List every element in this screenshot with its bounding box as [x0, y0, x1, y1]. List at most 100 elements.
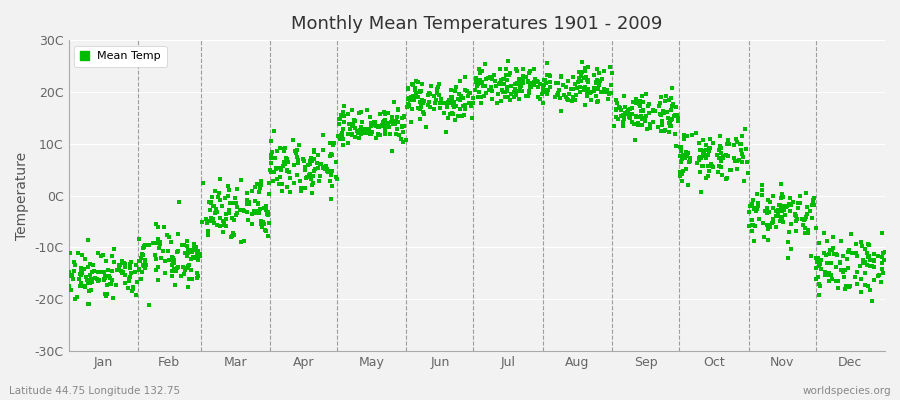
- Point: [216, 218, 230, 224]
- Point: [273, 174, 287, 180]
- Point: [191, 248, 205, 254]
- Point: [457, 106, 472, 112]
- Point: [762, 198, 777, 205]
- Point: [136, 245, 150, 251]
- Point: [485, 96, 500, 102]
- Point: [167, 282, 182, 288]
- Point: [764, 220, 778, 226]
- Point: [703, 145, 717, 152]
- Point: [298, 165, 312, 171]
- Point: [448, 84, 463, 90]
- Point: [193, 251, 207, 258]
- Point: [414, 88, 428, 94]
- Point: [801, 230, 815, 236]
- Point: [129, 262, 143, 268]
- Point: [612, 105, 626, 112]
- Point: [836, 269, 850, 276]
- Point: [103, 275, 117, 281]
- Point: [762, 224, 777, 230]
- Point: [728, 158, 742, 164]
- Point: [321, 168, 336, 175]
- Point: [472, 88, 487, 95]
- Point: [445, 98, 459, 104]
- Point: [413, 88, 428, 94]
- Point: [245, 220, 259, 227]
- Point: [554, 74, 569, 80]
- Point: [123, 259, 138, 265]
- Point: [311, 152, 326, 158]
- Point: [522, 88, 536, 94]
- Point: [562, 91, 576, 97]
- Point: [368, 122, 382, 128]
- Point: [126, 284, 140, 291]
- Point: [150, 236, 165, 242]
- Point: [694, 147, 708, 153]
- Point: [115, 258, 130, 264]
- Point: [609, 100, 624, 106]
- Point: [531, 93, 545, 100]
- Point: [129, 292, 143, 298]
- Point: [77, 256, 92, 262]
- Point: [254, 178, 268, 184]
- Point: [662, 119, 677, 125]
- Point: [813, 261, 827, 267]
- Point: [378, 116, 392, 123]
- Point: [401, 100, 416, 107]
- Point: [276, 146, 291, 153]
- Point: [279, 167, 293, 174]
- Point: [166, 266, 181, 272]
- Point: [199, 216, 213, 222]
- Point: [674, 148, 688, 154]
- Point: [462, 100, 476, 106]
- Point: [804, 253, 818, 260]
- Point: [390, 114, 404, 120]
- Point: [664, 95, 679, 102]
- Point: [656, 110, 670, 117]
- Point: [460, 88, 474, 94]
- Point: [752, 216, 766, 222]
- Point: [726, 142, 741, 148]
- Point: [91, 269, 105, 276]
- Point: [834, 266, 849, 273]
- Point: [511, 75, 526, 82]
- Point: [628, 137, 643, 144]
- Point: [526, 82, 541, 88]
- Point: [685, 131, 699, 138]
- Point: [176, 264, 190, 270]
- Point: [702, 148, 716, 154]
- Point: [259, 207, 274, 214]
- Point: [509, 80, 524, 86]
- Point: [180, 238, 194, 244]
- Point: [495, 87, 509, 94]
- Point: [268, 165, 283, 172]
- Point: [275, 163, 290, 170]
- Point: [762, 222, 777, 229]
- Point: [860, 261, 875, 268]
- Point: [583, 90, 598, 96]
- Point: [303, 158, 318, 164]
- Point: [427, 106, 441, 113]
- Point: [868, 276, 882, 283]
- Point: [724, 167, 738, 174]
- Point: [747, 205, 761, 211]
- Point: [675, 154, 689, 160]
- Point: [578, 102, 592, 108]
- Point: [424, 83, 438, 89]
- Point: [516, 76, 530, 82]
- Point: [252, 188, 266, 195]
- Point: [590, 93, 604, 99]
- Point: [483, 74, 498, 80]
- Point: [609, 99, 624, 106]
- Point: [257, 205, 272, 211]
- Point: [536, 82, 551, 88]
- Point: [858, 282, 872, 288]
- Point: [537, 77, 552, 83]
- Point: [822, 251, 836, 258]
- Point: [609, 97, 624, 103]
- Point: [761, 197, 776, 203]
- Point: [491, 90, 505, 97]
- Point: [465, 100, 480, 106]
- Point: [735, 159, 750, 166]
- Point: [674, 144, 688, 150]
- Y-axis label: Temperature: Temperature: [15, 152, 29, 240]
